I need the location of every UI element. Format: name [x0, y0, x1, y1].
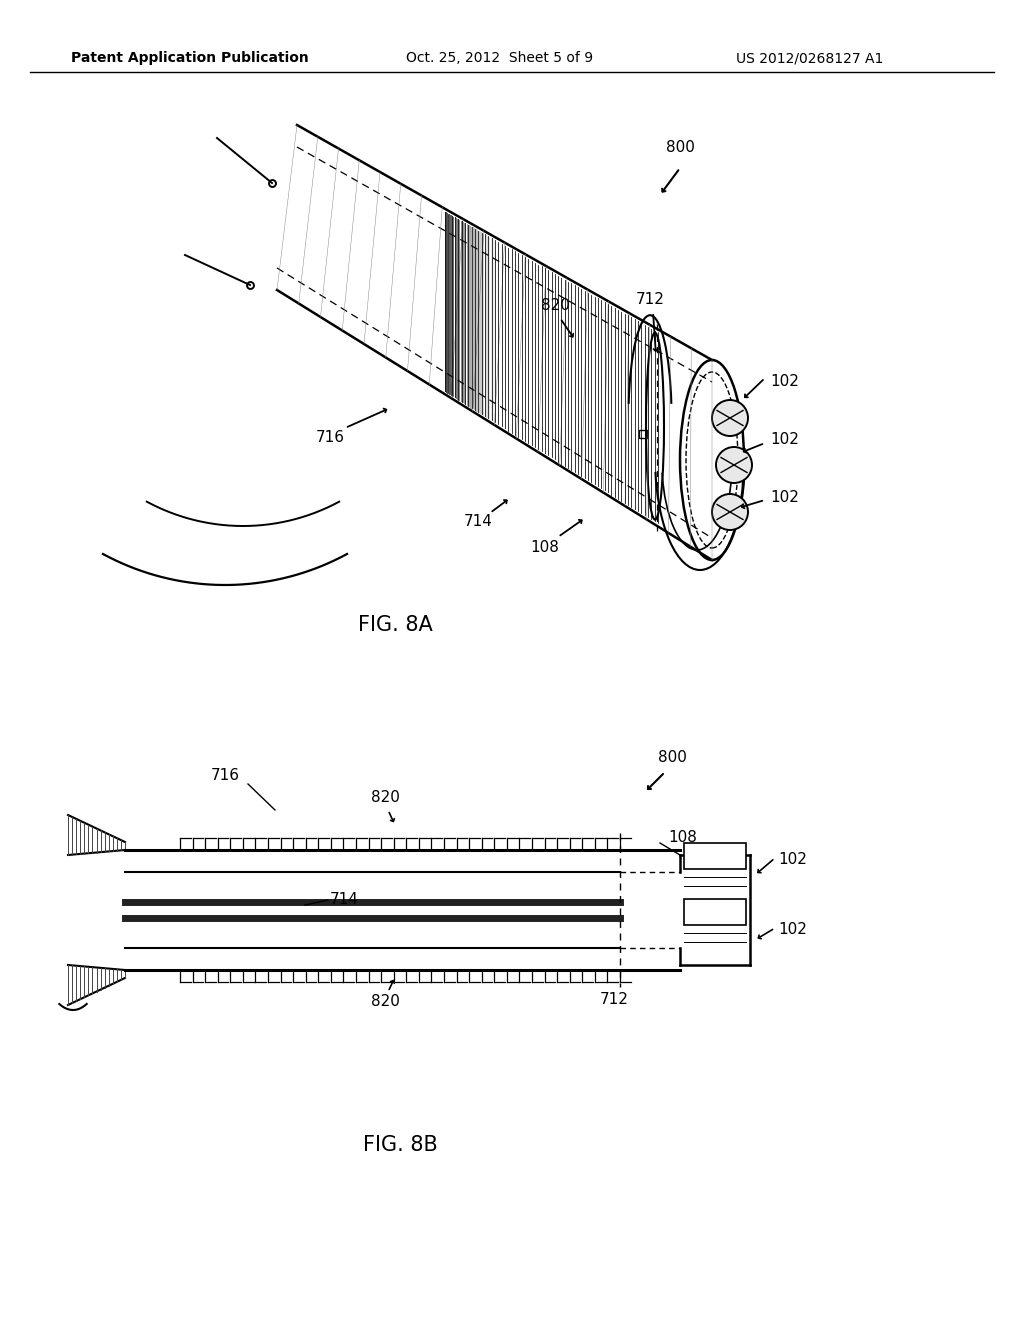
Text: 716: 716 — [211, 768, 240, 784]
Bar — [684, 843, 746, 869]
Bar — [639, 430, 647, 438]
Text: 108: 108 — [530, 540, 559, 556]
Text: 820: 820 — [371, 791, 399, 805]
Text: 820: 820 — [541, 297, 569, 313]
Circle shape — [712, 400, 748, 436]
Text: 716: 716 — [315, 430, 344, 446]
Text: 102: 102 — [778, 923, 807, 937]
Text: FIG. 8B: FIG. 8B — [362, 1135, 437, 1155]
Text: 714: 714 — [464, 515, 493, 529]
Text: 102: 102 — [770, 433, 799, 447]
Text: 102: 102 — [770, 375, 799, 389]
Text: 712: 712 — [636, 293, 665, 308]
Circle shape — [712, 494, 748, 531]
Bar — [684, 899, 746, 925]
Text: FIG. 8A: FIG. 8A — [357, 615, 432, 635]
Circle shape — [716, 447, 752, 483]
Text: US 2012/0268127 A1: US 2012/0268127 A1 — [736, 51, 884, 65]
Text: 102: 102 — [770, 491, 799, 506]
Text: Oct. 25, 2012  Sheet 5 of 9: Oct. 25, 2012 Sheet 5 of 9 — [407, 51, 594, 65]
Text: 714: 714 — [330, 892, 358, 908]
Text: Patent Application Publication: Patent Application Publication — [71, 51, 309, 65]
Text: 800: 800 — [666, 140, 694, 156]
Text: 820: 820 — [371, 994, 399, 1010]
Text: 102: 102 — [778, 853, 807, 867]
Text: 108: 108 — [668, 830, 697, 846]
Text: 712: 712 — [600, 993, 629, 1007]
Text: 800: 800 — [658, 751, 687, 766]
